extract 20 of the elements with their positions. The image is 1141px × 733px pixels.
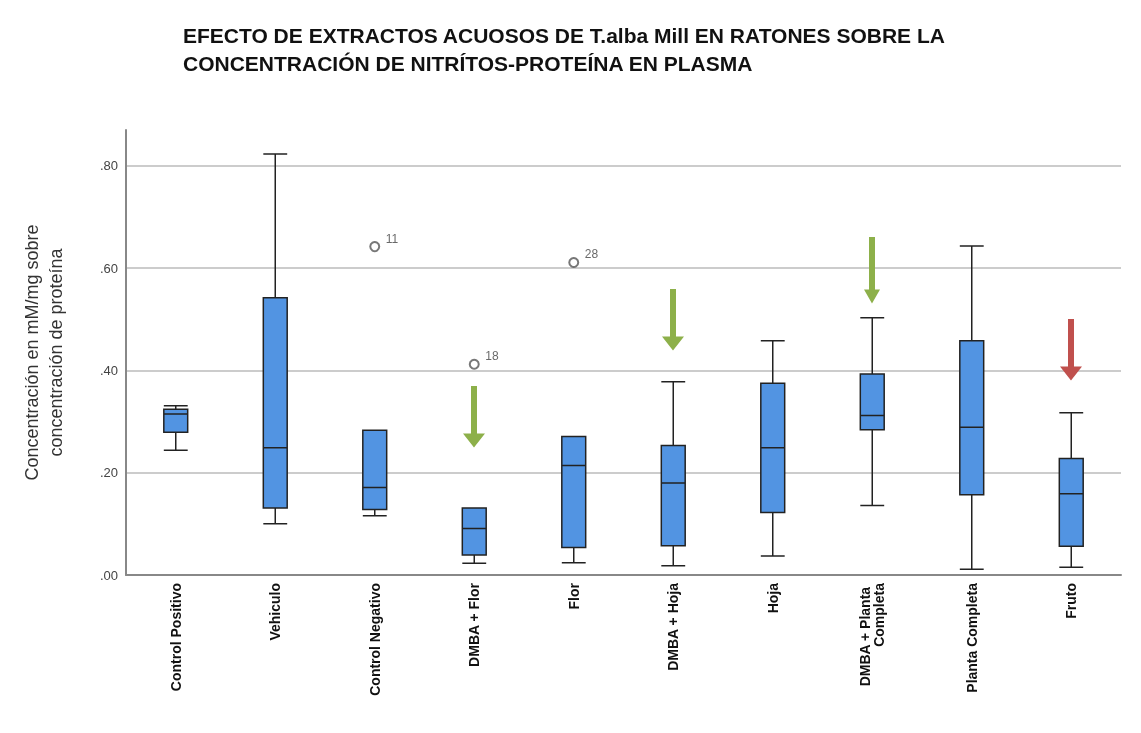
y-tick-label: .00 xyxy=(99,567,118,583)
x-tick-label: Flor xyxy=(565,582,582,610)
annotation: 18 xyxy=(485,349,499,364)
x-tick-label: Hoja xyxy=(764,582,781,614)
x-tick-label: Vehiculo xyxy=(267,583,284,641)
y-tick-label: .20 xyxy=(99,465,118,481)
y-tick-label: .40 xyxy=(99,362,118,378)
annotation: 28 xyxy=(584,247,599,262)
x-tick-label: Control Negativo xyxy=(366,583,383,696)
x-tick-label: Fruto xyxy=(1063,583,1080,619)
x-tick-label: Planta Completa xyxy=(963,582,980,693)
annotation: 11 xyxy=(385,231,399,246)
y-tick-label: .60 xyxy=(99,260,118,276)
chart-title: EFECTO DE EXTRACTOS ACUOSOS DE T.alba Mill EN RATONES SOBRE LA CONCENTRACIÓN DE NITRÍTOS-PROTEÍNA EN PLASMA xyxy=(183,23,950,75)
y-axis-title: Concentración en mM/mg sobre concentración de proteína xyxy=(22,224,66,481)
x-tick-label: Control Positivo xyxy=(167,583,184,692)
x-tick-label: DMBA + Flor xyxy=(466,582,483,667)
x-tick-label: DMBA + Hoja xyxy=(665,582,682,671)
y-tick-label: .80 xyxy=(99,158,118,174)
x-tick-label: DMBA + Planta Completa xyxy=(857,582,888,687)
